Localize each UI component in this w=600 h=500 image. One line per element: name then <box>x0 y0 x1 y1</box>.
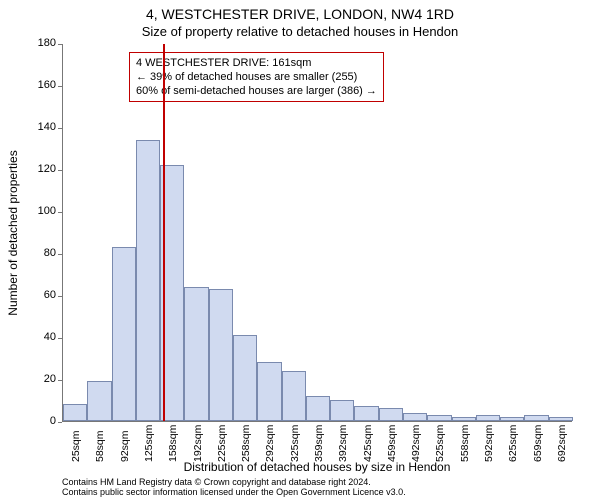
histogram-bar <box>549 417 573 421</box>
marker-line <box>163 44 165 421</box>
y-tick-mark <box>58 170 62 171</box>
y-tick-label: 180 <box>26 37 56 49</box>
y-tick-label: 80 <box>26 247 56 259</box>
chart-title: 4, WESTCHESTER DRIVE, LONDON, NW4 1RD <box>0 6 600 22</box>
histogram-bar <box>427 415 451 421</box>
x-tick-label: 225sqm <box>216 425 228 462</box>
y-tick-label: 120 <box>26 163 56 175</box>
histogram-bar <box>112 247 136 421</box>
y-tick-mark <box>58 338 62 339</box>
x-tick-label: 558sqm <box>459 425 471 462</box>
y-tick-label: 0 <box>26 415 56 427</box>
x-tick-label: 192sqm <box>192 425 204 462</box>
histogram-bar <box>136 140 160 421</box>
x-tick-label: 459sqm <box>386 425 398 462</box>
x-axis-label: Distribution of detached houses by size … <box>62 460 572 474</box>
histogram-bar <box>233 335 257 421</box>
histogram-bar <box>282 371 306 421</box>
annotation-line: 60% of semi-detached houses are larger (… <box>136 84 377 98</box>
x-tick-label: 58sqm <box>94 430 106 462</box>
y-tick-mark <box>58 296 62 297</box>
histogram-bar <box>379 408 403 421</box>
y-tick-label: 60 <box>26 289 56 301</box>
histogram-bar <box>63 404 87 421</box>
annotation-box: 4 WESTCHESTER DRIVE: 161sqm← 39% of deta… <box>129 52 384 102</box>
y-axis-label: Number of detached properties <box>6 44 20 422</box>
histogram-bar <box>87 381 111 421</box>
x-tick-label: 325sqm <box>289 425 301 462</box>
annotation-line: 4 WESTCHESTER DRIVE: 161sqm <box>136 56 377 70</box>
x-tick-label: 625sqm <box>507 425 519 462</box>
histogram-bar <box>354 406 378 421</box>
y-tick-mark <box>58 254 62 255</box>
y-tick-mark <box>58 380 62 381</box>
histogram-bar <box>403 413 427 421</box>
y-tick-label: 20 <box>26 373 56 385</box>
x-tick-label: 525sqm <box>434 425 446 462</box>
y-tick-mark <box>58 422 62 423</box>
x-tick-label: 392sqm <box>337 425 349 462</box>
histogram-bar <box>452 417 476 421</box>
x-tick-label: 592sqm <box>483 425 495 462</box>
plot-area: 4 WESTCHESTER DRIVE: 161sqm← 39% of deta… <box>62 44 572 422</box>
y-tick-label: 100 <box>26 205 56 217</box>
footnote: Contains HM Land Registry data © Crown c… <box>62 478 406 498</box>
y-tick-label: 40 <box>26 331 56 343</box>
y-tick-mark <box>58 86 62 87</box>
y-tick-mark <box>58 128 62 129</box>
x-tick-label: 125sqm <box>143 425 155 462</box>
histogram-bar <box>184 287 208 421</box>
annotation-line: ← 39% of detached houses are smaller (25… <box>136 70 377 84</box>
histogram-bar <box>500 417 524 421</box>
x-tick-label: 692sqm <box>556 425 568 462</box>
x-tick-label: 359sqm <box>313 425 325 462</box>
x-tick-label: 158sqm <box>167 425 179 462</box>
x-tick-label: 292sqm <box>264 425 276 462</box>
x-tick-label: 25sqm <box>70 430 82 462</box>
y-tick-mark <box>58 212 62 213</box>
chart-subtitle: Size of property relative to detached ho… <box>0 24 600 39</box>
x-tick-label: 425sqm <box>362 425 374 462</box>
histogram-bar <box>330 400 354 421</box>
histogram-bar <box>257 362 281 421</box>
histogram-bar <box>476 415 500 421</box>
histogram-bar <box>306 396 330 421</box>
x-tick-label: 659sqm <box>532 425 544 462</box>
footnote-line2: Contains public sector information licen… <box>62 488 406 498</box>
histogram-bar <box>209 289 233 421</box>
y-tick-label: 160 <box>26 79 56 91</box>
histogram-bar <box>524 415 548 421</box>
y-tick-mark <box>58 44 62 45</box>
x-tick-label: 258sqm <box>240 425 252 462</box>
y-tick-label: 140 <box>26 121 56 133</box>
x-tick-label: 492sqm <box>410 425 422 462</box>
x-tick-label: 92sqm <box>119 430 131 462</box>
